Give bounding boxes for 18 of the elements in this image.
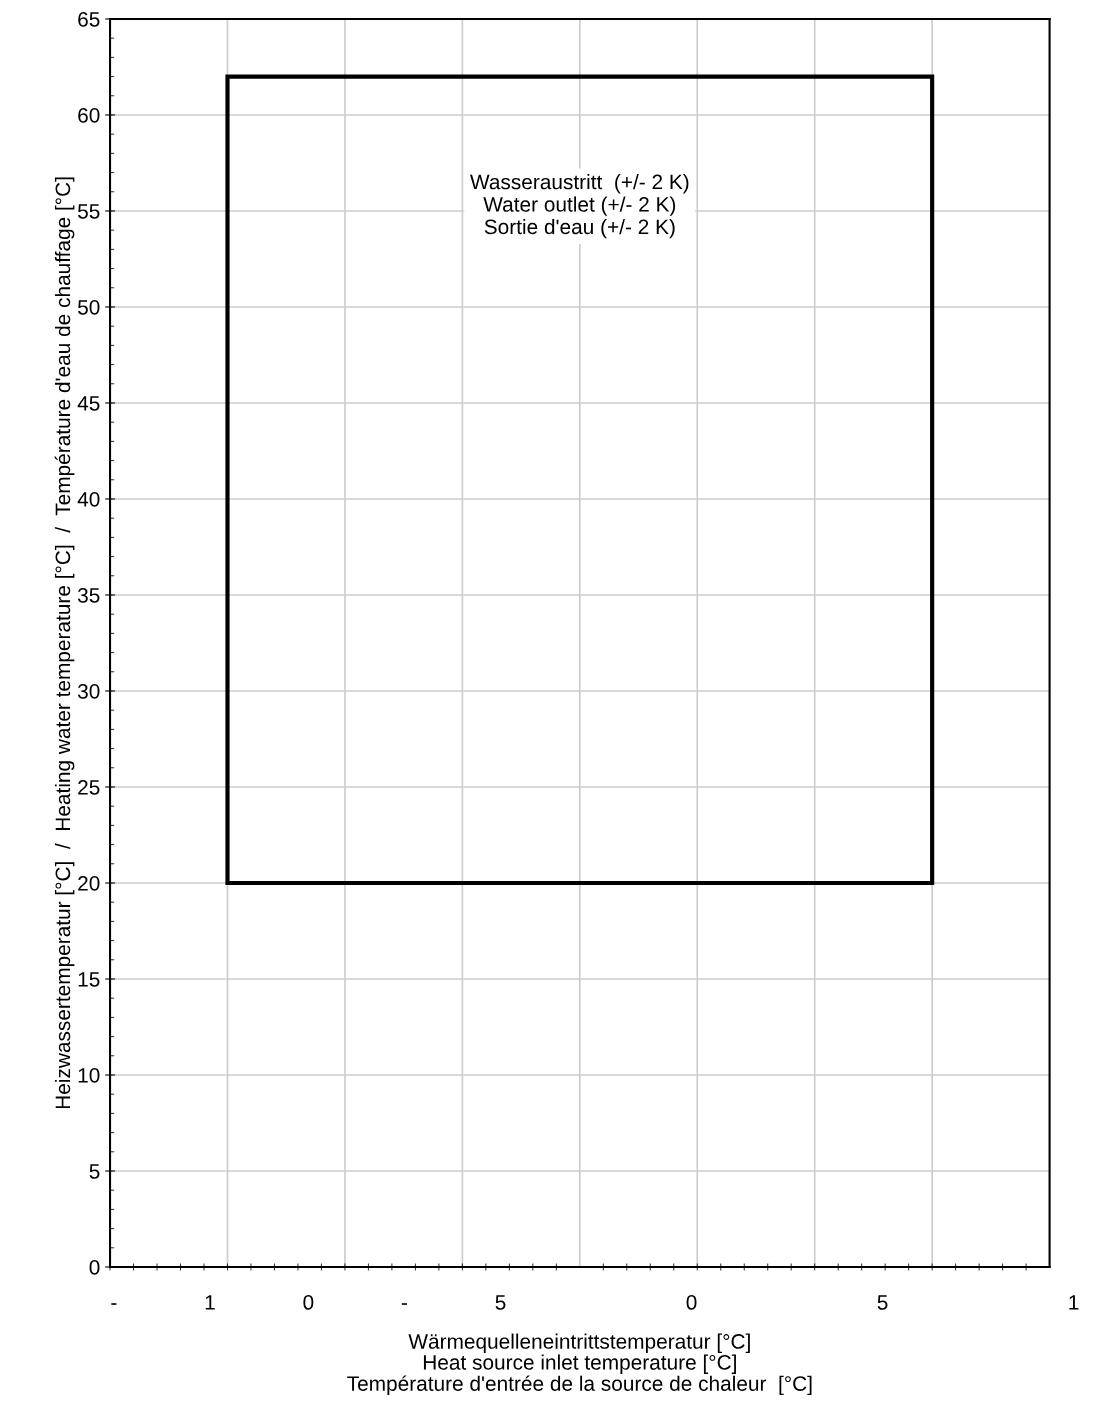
y-axis-title: Heizwassertemperatur [°C] / Heating water temperature [°C] / Température d'eau de chauffage [°C] <box>54 177 75 1109</box>
y-tick-label: 0 <box>89 1260 100 1275</box>
x-axis-title: Wärmequelleneintrittstemperatur [°C] Heat source inlet temperature [°C] Température d'entrée de la source de chaleur [°C] <box>347 1333 812 1396</box>
y-tick-label: 30 <box>77 683 100 699</box>
y-tick-label: 25 <box>78 779 100 795</box>
annotation: Wasseraustritt (+/- 2 K) Water outlet (+/- 2 K) Sortie d'eau (+/- 2 K) <box>470 174 689 239</box>
y-tick-label: 55 <box>77 204 100 219</box>
y-tick-label: 60 <box>78 107 100 123</box>
y-tick-label: 20 <box>78 875 100 891</box>
text: - 1 0 - 5 0 5 1 <box>111 1295 1079 1310</box>
y-tick-label: 5 <box>89 1164 100 1179</box>
y-tick-label: 50 <box>77 299 100 315</box>
y-tick-label: 65 <box>78 11 100 27</box>
y-tick-label: 45 <box>77 396 100 411</box>
y-tick-label: 10 <box>78 1068 100 1083</box>
y-tick-label: 40 <box>77 491 100 507</box>
y-tick-label: 15 <box>78 972 100 987</box>
y-tick-label: 35 <box>77 587 100 603</box>
